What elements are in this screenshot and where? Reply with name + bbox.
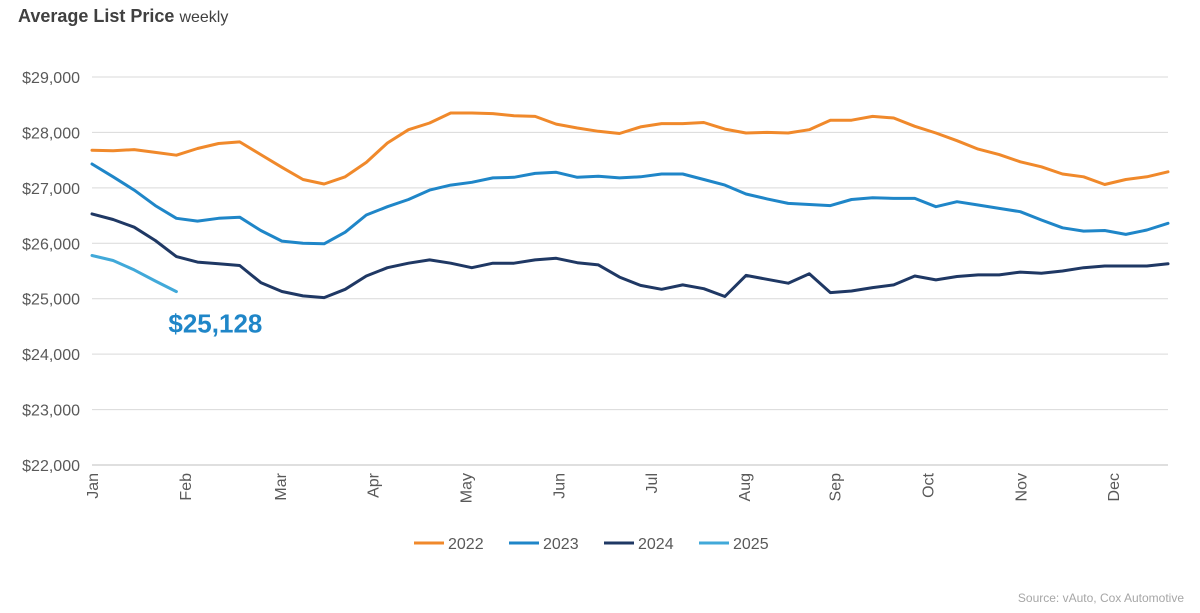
last-value-annotation: $25,128	[168, 309, 262, 339]
y-tick-label: $28,000	[22, 125, 80, 142]
x-axis-ticks: Jan Feb Mar Apr May Jun Jul Aug Sep Oct Nov Dec	[85, 472, 1123, 503]
legend: 2022 2023 2024 2025	[414, 536, 769, 553]
chart-title-main: Average List Price	[18, 6, 175, 26]
y-tick-label: $29,000	[22, 70, 80, 87]
x-tick-label: Jan	[85, 473, 102, 499]
series-line-2022	[90, 111, 1170, 186]
chart-title-sub: weekly	[179, 9, 229, 26]
series-line-2024	[90, 212, 1170, 300]
x-tick-label: Nov	[1013, 473, 1030, 501]
legend-item-2023: 2023	[509, 536, 579, 553]
x-tick-label: Jul	[644, 473, 661, 493]
legend-item-2024: 2024	[604, 536, 674, 553]
legend-item-2022: 2022	[414, 536, 484, 553]
gridlines	[92, 76, 1168, 411]
y-tick-label: $26,000	[22, 236, 80, 253]
x-tick-label: Sep	[828, 473, 845, 502]
legend-label: 2025	[733, 536, 769, 553]
x-tick-label: Oct	[920, 472, 937, 497]
source-note: Source: vAuto, Cox Automotive	[1017, 591, 1184, 605]
series-line-2025	[90, 254, 178, 294]
legend-label: 2023	[543, 536, 579, 553]
x-tick-label: Feb	[178, 473, 195, 501]
y-tick-label: $24,000	[22, 347, 80, 364]
x-tick-label: Dec	[1106, 473, 1123, 501]
x-tick-label: May	[458, 473, 475, 503]
y-tick-label: $25,000	[22, 292, 80, 309]
y-tick-label: $27,000	[22, 181, 80, 198]
series-lines	[90, 111, 1170, 300]
x-tick-label: Mar	[273, 472, 290, 500]
chart-title: Average List Price weekly	[18, 6, 228, 27]
y-axis-ticks: $22,000 $23,000 $24,000 $25,000 $26,000 $27,0…	[22, 70, 80, 475]
series-line-2023	[90, 162, 1170, 246]
legend-label: 2022	[448, 536, 484, 553]
legend-label: 2024	[638, 536, 674, 553]
x-tick-label: Aug	[737, 473, 754, 501]
y-tick-label: $22,000	[22, 458, 80, 475]
x-tick-label: Apr	[366, 472, 383, 498]
legend-item-2025: 2025	[699, 536, 769, 553]
x-tick-label: Jun	[551, 473, 568, 499]
y-tick-label: $23,000	[22, 403, 80, 420]
